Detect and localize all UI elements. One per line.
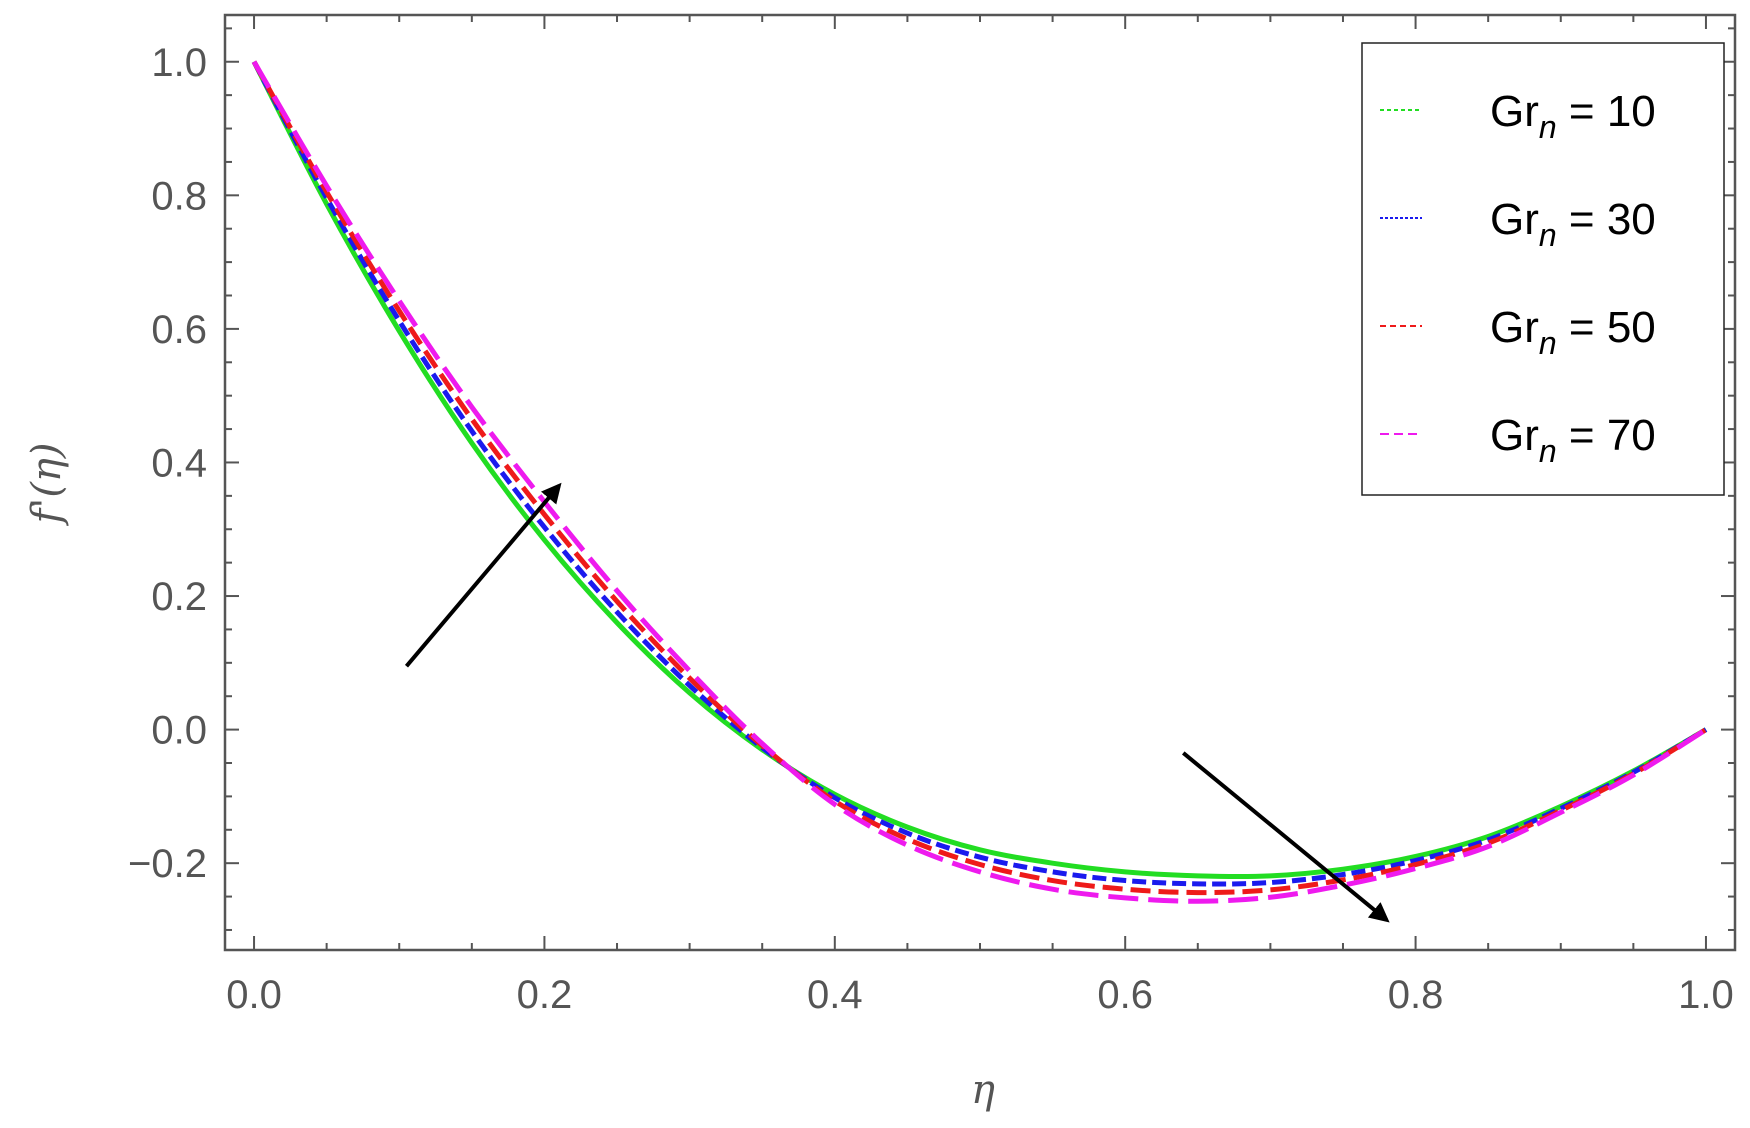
series-line-3 [251, 60, 1708, 896]
legend-item: Grn = 10 [1380, 87, 1656, 145]
series-line-1 [251, 60, 1708, 880]
x-tick-label: 0.8 [1388, 973, 1444, 1017]
series-line-4 [251, 60, 1708, 904]
y-tick-label: 0.6 [151, 308, 207, 352]
legend-label: Grn = 10 [1490, 87, 1656, 145]
axis-tick-labels: 0.0 0.2 0.4 0.6 0.8 1.0 −0.2 0.0 0.2 0.4 0.6 0.8 1.0 [128, 41, 1734, 1017]
legend: Grn = 10 Grn = 30 Grn = 50 Grn = 70 [1361, 42, 1725, 496]
axis-ticks [225, 15, 1735, 950]
annotation-arrow-2 [1181, 751, 1390, 923]
y-tick-label: −0.2 [128, 842, 207, 886]
annotation-arrow-1 [404, 482, 562, 668]
x-tick-label: 1.0 [1678, 973, 1734, 1017]
legend-item: Grn = 70 [1380, 411, 1656, 469]
series-line-2 [251, 60, 1708, 887]
legend-label: Grn = 70 [1490, 411, 1656, 469]
legend-label: Grn = 50 [1490, 303, 1656, 361]
plot-marks [251, 60, 1708, 923]
y-tick-label: 0.2 [151, 575, 207, 619]
y-axis-title: f'(η) [24, 443, 70, 527]
x-tick-label: 0.4 [807, 973, 863, 1017]
x-tick-label: 0.0 [226, 973, 282, 1017]
x-axis-title: η [971, 1067, 995, 1113]
x-tick-label: 0.6 [1097, 973, 1153, 1017]
y-tick-label: 0.0 [151, 709, 207, 753]
legend-box [1361, 42, 1725, 496]
y-tick-label: 0.8 [151, 174, 207, 218]
legend-label: Grn = 30 [1490, 195, 1656, 253]
x-tick-label: 0.2 [517, 973, 573, 1017]
y-tick-label: 0.4 [151, 441, 207, 485]
y-tick-label: 1.0 [151, 41, 207, 85]
legend-item: Grn = 30 [1380, 195, 1656, 253]
legend-item: Grn = 50 [1380, 303, 1656, 361]
